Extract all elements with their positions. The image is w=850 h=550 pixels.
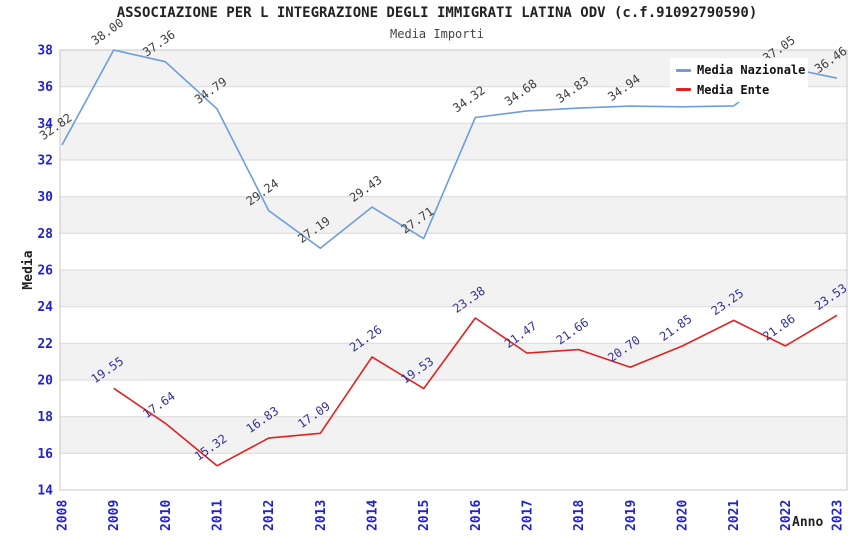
y-tick-label: 20 bbox=[37, 374, 53, 389]
y-tick-label: 38 bbox=[37, 44, 53, 59]
y-tick-label: 36 bbox=[37, 80, 53, 95]
y-tick-label: 22 bbox=[37, 337, 53, 352]
plot-band bbox=[60, 123, 847, 160]
x-tick-label: 2008 bbox=[56, 500, 71, 531]
y-tick-label: 18 bbox=[37, 410, 53, 425]
x-tick-label: 2020 bbox=[676, 500, 691, 531]
plot-border bbox=[59, 49, 848, 491]
x-tick-label: 2022 bbox=[779, 500, 794, 531]
legend-label-media-ente: Media Ente bbox=[697, 82, 770, 97]
x-tick-label: 2014 bbox=[366, 500, 381, 531]
y-tick-label: 28 bbox=[37, 227, 53, 242]
y-tick-label: 34 bbox=[37, 117, 53, 132]
x-tick-label: 2012 bbox=[262, 500, 277, 531]
x-tick-label: 2016 bbox=[469, 500, 484, 531]
x-axis-title: Anno bbox=[792, 515, 824, 530]
x-tick-label: 2021 bbox=[727, 500, 742, 531]
data-label: 21.86 bbox=[760, 312, 798, 344]
x-tick-label: 2013 bbox=[314, 500, 329, 531]
legend-item-media-nazionale: Media Nazionale bbox=[676, 63, 808, 77]
series-line-media-ente bbox=[113, 314, 838, 467]
y-tick-label: 14 bbox=[37, 484, 53, 499]
legend-line-sample-nazionale-icon bbox=[676, 68, 691, 72]
data-label: 34.32 bbox=[450, 83, 488, 115]
x-tick-label: 2017 bbox=[521, 500, 536, 531]
legend-line-sample-ente-icon bbox=[676, 88, 691, 92]
series-line-media-nazionale bbox=[61, 49, 838, 249]
x-tick-label: 2023 bbox=[831, 500, 846, 531]
plot-band bbox=[60, 416, 847, 454]
chart-subtitle: Media Importi bbox=[390, 27, 484, 41]
y-tick-label: 16 bbox=[37, 447, 53, 462]
y-tick-label: 26 bbox=[37, 264, 53, 279]
x-tick-label: 2018 bbox=[572, 500, 587, 531]
data-label: 21.66 bbox=[554, 315, 592, 347]
plot-band bbox=[60, 196, 847, 234]
y-tick-label: 24 bbox=[37, 300, 53, 315]
legend-label-media-nazionale: Media Nazionale bbox=[697, 63, 806, 78]
x-tick-label: 2011 bbox=[211, 500, 226, 531]
y-tick-label: 30 bbox=[37, 190, 53, 205]
y-tick-label: 32 bbox=[37, 154, 53, 169]
x-tick-label: 2009 bbox=[107, 500, 122, 531]
y-axis-title: Media bbox=[21, 250, 36, 290]
x-tick-label: 2015 bbox=[417, 500, 432, 531]
legend-item-media-ente: Media Ente bbox=[676, 83, 808, 97]
plot-band bbox=[60, 270, 847, 307]
page-title: ASSOCIAZIONE PER L INTEGRAZIONE DEGLI IM… bbox=[116, 5, 758, 21]
x-tick-label: 2019 bbox=[624, 500, 639, 531]
x-tick-label: 2010 bbox=[159, 500, 174, 531]
data-label: 21.85 bbox=[657, 312, 695, 344]
plot-band bbox=[60, 343, 847, 380]
legend: Media Nazionale Media Ente bbox=[670, 58, 808, 102]
data-label: 38.00 bbox=[89, 16, 127, 48]
